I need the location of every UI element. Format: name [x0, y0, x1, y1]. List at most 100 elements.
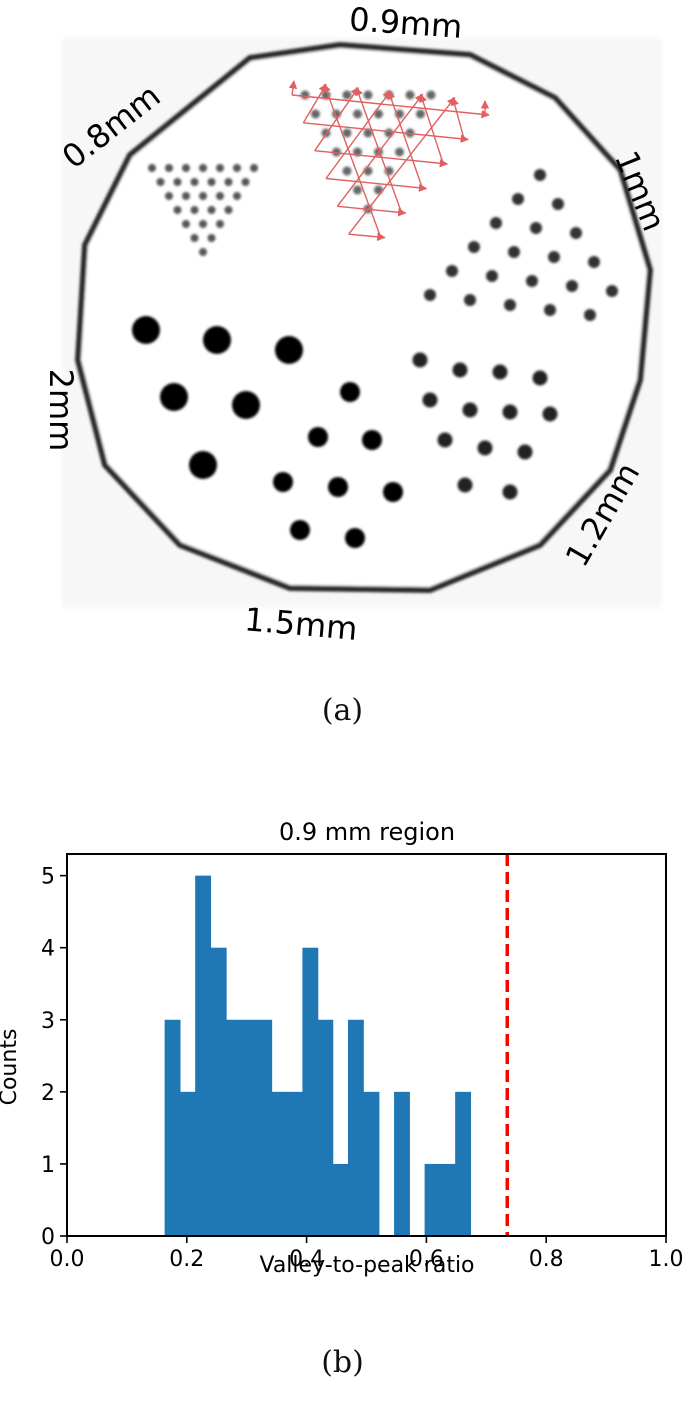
rod-1.2mm: [457, 477, 473, 493]
histogram-bar: [210, 947, 227, 1236]
rod-0.8mm: [207, 234, 216, 242]
profile-arrow: [337, 205, 407, 217]
phantom-image: 0.9mm 0.8mm 1mm 2mm 1.2mm 1.5mm: [42, 0, 673, 648]
rod-0.8mm: [207, 178, 216, 186]
caption-b: (b): [321, 1345, 364, 1380]
rod-0.9mm: [363, 90, 373, 100]
rod-1mm: [584, 309, 596, 321]
histogram-bar: [347, 1019, 364, 1236]
rod-1.2mm: [542, 406, 558, 422]
rod-0.8mm: [182, 192, 190, 200]
rod-0.8mm: [148, 164, 156, 172]
rod-0.9mm: [342, 90, 352, 100]
rod-1mm: [530, 222, 542, 234]
rod-0.8mm: [216, 164, 224, 172]
rod-0.9mm: [311, 109, 320, 119]
y-tick-label: 0: [41, 1225, 55, 1250]
rod-0.8mm: [241, 178, 250, 186]
profile-arrow: [348, 97, 456, 235]
rod-0.8mm: [182, 164, 190, 172]
rod-0.9mm: [395, 147, 404, 157]
histogram-bar: [332, 1163, 349, 1236]
rod-0.8mm: [233, 164, 241, 172]
rod-0.8mm: [199, 192, 207, 200]
y-tick-label: 5: [41, 865, 55, 890]
histogram-bar: [180, 1091, 197, 1236]
rod-1mm: [570, 227, 582, 239]
x-tick-label: 0.2: [169, 1247, 204, 1272]
histogram-bar: [424, 1163, 441, 1236]
rod-0.8mm: [190, 234, 199, 242]
y-tick-label: 3: [41, 1009, 55, 1034]
rod-1.2mm: [502, 484, 518, 500]
rod-0.9mm: [353, 185, 362, 195]
rod-1.2mm: [477, 440, 493, 456]
y-axis-ticks: 0 1 2 3 4 5: [41, 865, 67, 1250]
rod-1.2mm: [437, 432, 453, 448]
rod-0.9mm: [300, 90, 310, 100]
rod-1mm: [464, 294, 476, 306]
profile-arrows-overlay: [288, 80, 490, 241]
rod-1.5mm: [328, 477, 348, 497]
histogram-bar: [394, 1091, 410, 1236]
rod-0.8mm: [165, 164, 173, 172]
phantom-ring: [74, 41, 654, 594]
rod-0.9mm: [416, 109, 425, 119]
rod-0.9mm: [374, 109, 383, 119]
histogram-bar: [455, 1091, 472, 1236]
rod-1.2mm: [532, 370, 548, 386]
rod-1mm: [534, 169, 546, 181]
rod-0.8mm: [190, 178, 199, 186]
histogram-bar: [241, 1019, 258, 1236]
profile-arrow: [288, 80, 298, 96]
rod-1mm: [566, 280, 578, 292]
rod-0.8mm: [216, 220, 224, 228]
rod-0.9mm: [342, 166, 352, 176]
profile-arrow: [354, 86, 403, 214]
rod-1mm: [490, 217, 502, 229]
rod-0.8mm: [156, 178, 165, 186]
rod-0.9mm: [353, 109, 362, 119]
y-axis-label: Counts: [0, 1029, 22, 1106]
histogram-bar: [271, 1091, 288, 1236]
rod-1mm: [508, 246, 520, 258]
histogram-bar: [363, 1091, 380, 1236]
x-tick-label: 0.4: [289, 1247, 324, 1272]
rod-1mm: [606, 285, 618, 297]
profile-arrow: [387, 90, 424, 189]
rod-1.2mm: [517, 444, 533, 460]
rod-0.9mm: [384, 128, 394, 138]
rod-0.8mm: [207, 206, 216, 214]
rod-0.9mm: [426, 90, 436, 100]
rod-1mm: [526, 275, 538, 287]
rod-1mm: [504, 299, 516, 311]
y-tick-label: 4: [41, 937, 55, 962]
rod-0.9mm: [332, 147, 341, 157]
rod-0.8mm: [190, 206, 199, 214]
rod-2mm: [189, 451, 217, 479]
rod-1.5mm: [308, 427, 328, 447]
histogram-chart: 0.9 mm region 0.0 0.2 0.4 0.6 0.8 1.0 012345 …: [0, 818, 684, 1278]
profile-arrow: [325, 177, 428, 192]
x-axis-label: Valley-to-peak ratio: [259, 1253, 474, 1278]
rod-0.8mm: [173, 178, 182, 186]
rod-0.8mm: [224, 178, 233, 186]
profile-arrow: [322, 83, 382, 238]
histogram-bar: [225, 1019, 242, 1236]
histogram-bar: [286, 1091, 303, 1236]
rods-1mm: [424, 169, 618, 321]
rod-1.2mm: [452, 362, 468, 378]
profile-arrow: [325, 90, 392, 179]
profile-arrow: [419, 93, 444, 165]
label-2mm: 2mm: [42, 369, 80, 452]
histogram-bar: [164, 1019, 181, 1236]
x-tick-label: 0.6: [409, 1247, 444, 1272]
rods-1.2mm: [412, 352, 558, 500]
profile-arrow: [348, 232, 386, 241]
rod-1mm: [486, 270, 498, 282]
rod-0.8mm: [165, 192, 173, 200]
caption-a: (a): [321, 693, 364, 728]
rod-1mm: [468, 241, 480, 253]
rods-0.8mm: [148, 164, 258, 256]
rod-1.5mm: [273, 472, 293, 492]
